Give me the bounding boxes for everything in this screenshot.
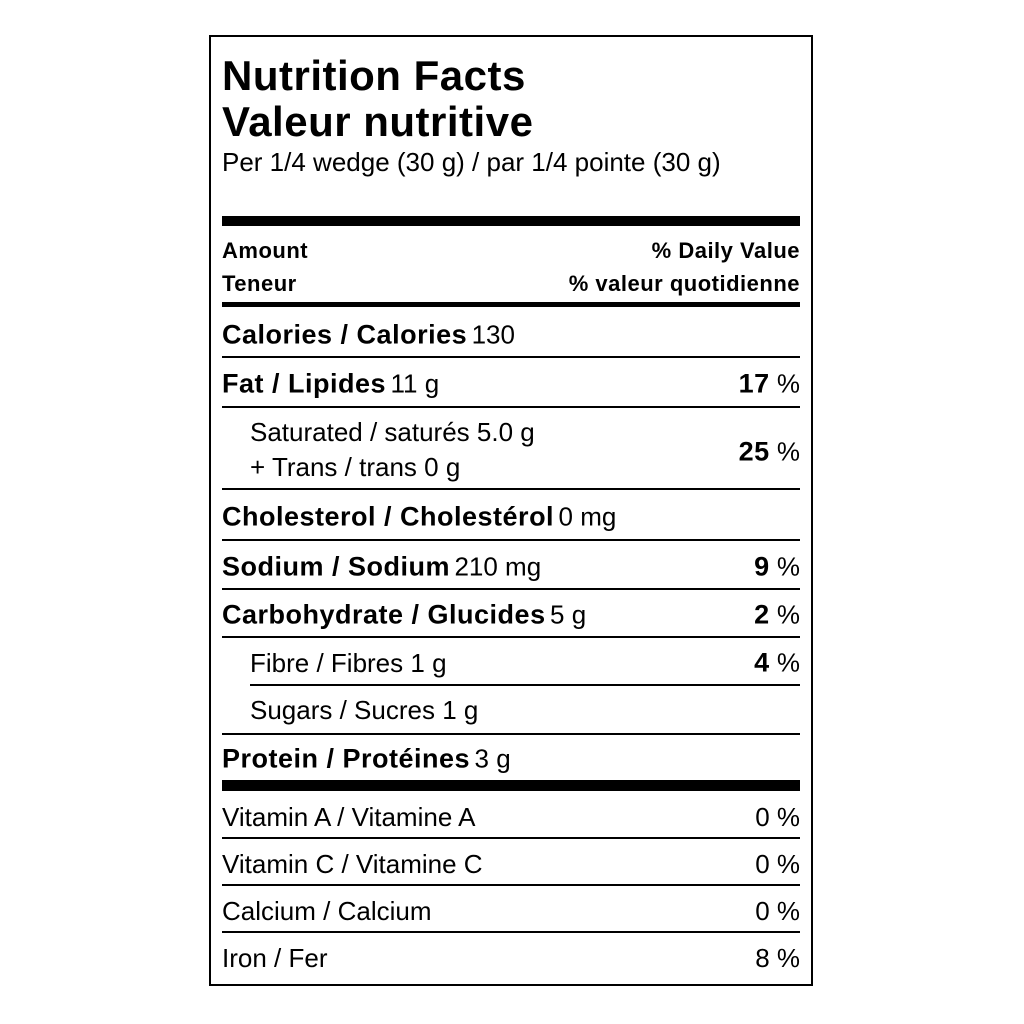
- nutrient-amount: 210 mg: [454, 551, 542, 582]
- dv-header-fr: % valeur quotidienne: [568, 271, 800, 296]
- amount-header: Amount: [222, 238, 309, 263]
- nutrient-name: Sodium / Sodium 210 mg: [222, 551, 542, 582]
- daily-value: 2 %: [754, 599, 800, 630]
- serving-size: Per 1/4 wedge (30 g) / par 1/4 pointe (3…: [222, 147, 721, 177]
- thick-rule: [222, 780, 800, 791]
- nutrient-amount: 0 mg: [558, 501, 617, 532]
- medium-rule: [222, 302, 800, 307]
- row-rule: [222, 356, 800, 358]
- row-rule: [222, 931, 800, 933]
- row-rule: [222, 837, 800, 839]
- row-rule: [222, 588, 800, 590]
- row-rule: [222, 884, 800, 886]
- vitamin-dv: 0 %: [755, 802, 800, 832]
- row-rule: [222, 539, 800, 541]
- nutrient-label: Cholesterol / Cholestérol: [222, 501, 555, 532]
- vitamin-name: Vitamin A / Vitamine A: [222, 802, 476, 832]
- nutrient-amount: 5 g: [550, 599, 587, 630]
- label-border: [209, 35, 813, 986]
- nutrient-label: Calories / Calories: [222, 319, 468, 350]
- vitamin-name: Vitamin C / Vitamine C: [222, 849, 483, 879]
- nutrient-amount: 130: [471, 319, 515, 350]
- nutrient-label: Fat / Lipides: [222, 368, 387, 399]
- dv-unit: %: [776, 599, 800, 630]
- nutrient-name: + Trans / trans 0 g: [250, 454, 460, 480]
- nutrient-amount: 5.0 g: [476, 417, 535, 447]
- nutrient-name: Saturated / saturés 5.0 g: [250, 419, 535, 445]
- nutrient-label: Sugars / Sucres: [250, 695, 435, 725]
- nutrient-name: Carbohydrate / Glucides 5 g: [222, 599, 587, 630]
- dv-number: 25: [738, 436, 770, 467]
- nutrient-name: Fat / Lipides 11 g: [222, 368, 440, 399]
- title: Nutrition Facts: [222, 52, 526, 99]
- vitamin-dv: 0 %: [755, 849, 800, 879]
- dv-unit: %: [776, 647, 800, 678]
- nutrient-label: Sodium / Sodium: [222, 551, 450, 582]
- nutrient-label: + Trans / trans: [250, 452, 417, 482]
- nutrient-amount: 1 g: [442, 695, 479, 725]
- vitamin-name: Calcium / Calcium: [222, 896, 432, 926]
- title-fr: Valeur nutritive: [222, 98, 534, 145]
- nutrient-amount: 1 g: [410, 648, 447, 678]
- daily-value: 4 %: [754, 647, 800, 678]
- row-rule: [250, 684, 800, 686]
- row-rule: [222, 733, 800, 735]
- nutrient-amount: 3 g: [474, 743, 511, 774]
- thick-rule: [222, 216, 800, 226]
- nutrient-label: Fibre / Fibres: [250, 648, 404, 678]
- nutrient-name: Protein / Protéines 3 g: [222, 743, 511, 774]
- row-rule: [222, 406, 800, 408]
- nutrient-amount: 0 g: [424, 452, 461, 482]
- nutrient-label: Carbohydrate / Glucides: [222, 599, 546, 630]
- dv-header: % Daily Value: [651, 238, 800, 263]
- dv-unit: %: [776, 551, 800, 582]
- nutrient-name: Fibre / Fibres 1 g: [250, 650, 447, 676]
- nutrient-name: Sugars / Sucres 1 g: [250, 697, 478, 723]
- nutrient-label: Saturated / saturés: [250, 417, 470, 447]
- dv-number: 4: [754, 647, 770, 678]
- dv-number: 9: [754, 551, 770, 582]
- row-rule: [222, 636, 800, 638]
- daily-value: 17 %: [738, 368, 800, 399]
- nutrient-name: Cholesterol / Cholestérol 0 mg: [222, 501, 617, 532]
- daily-value: 9 %: [754, 551, 800, 582]
- nutrient-name: Calories / Calories 130: [222, 319, 515, 350]
- vitamin-dv: 0 %: [755, 896, 800, 926]
- vitamin-dv: 8 %: [755, 943, 800, 973]
- daily-value: 25 %: [738, 436, 800, 467]
- vitamin-name: Iron / Fer: [222, 943, 328, 973]
- nutrient-amount: 11 g: [390, 368, 440, 399]
- dv-number: 2: [754, 599, 770, 630]
- dv-unit: %: [776, 368, 800, 399]
- nutrient-label: Protein / Protéines: [222, 743, 471, 774]
- dv-number: 17: [738, 368, 770, 399]
- dv-unit: %: [776, 436, 800, 467]
- row-rule: [222, 488, 800, 490]
- amount-header-fr: Teneur: [222, 271, 297, 296]
